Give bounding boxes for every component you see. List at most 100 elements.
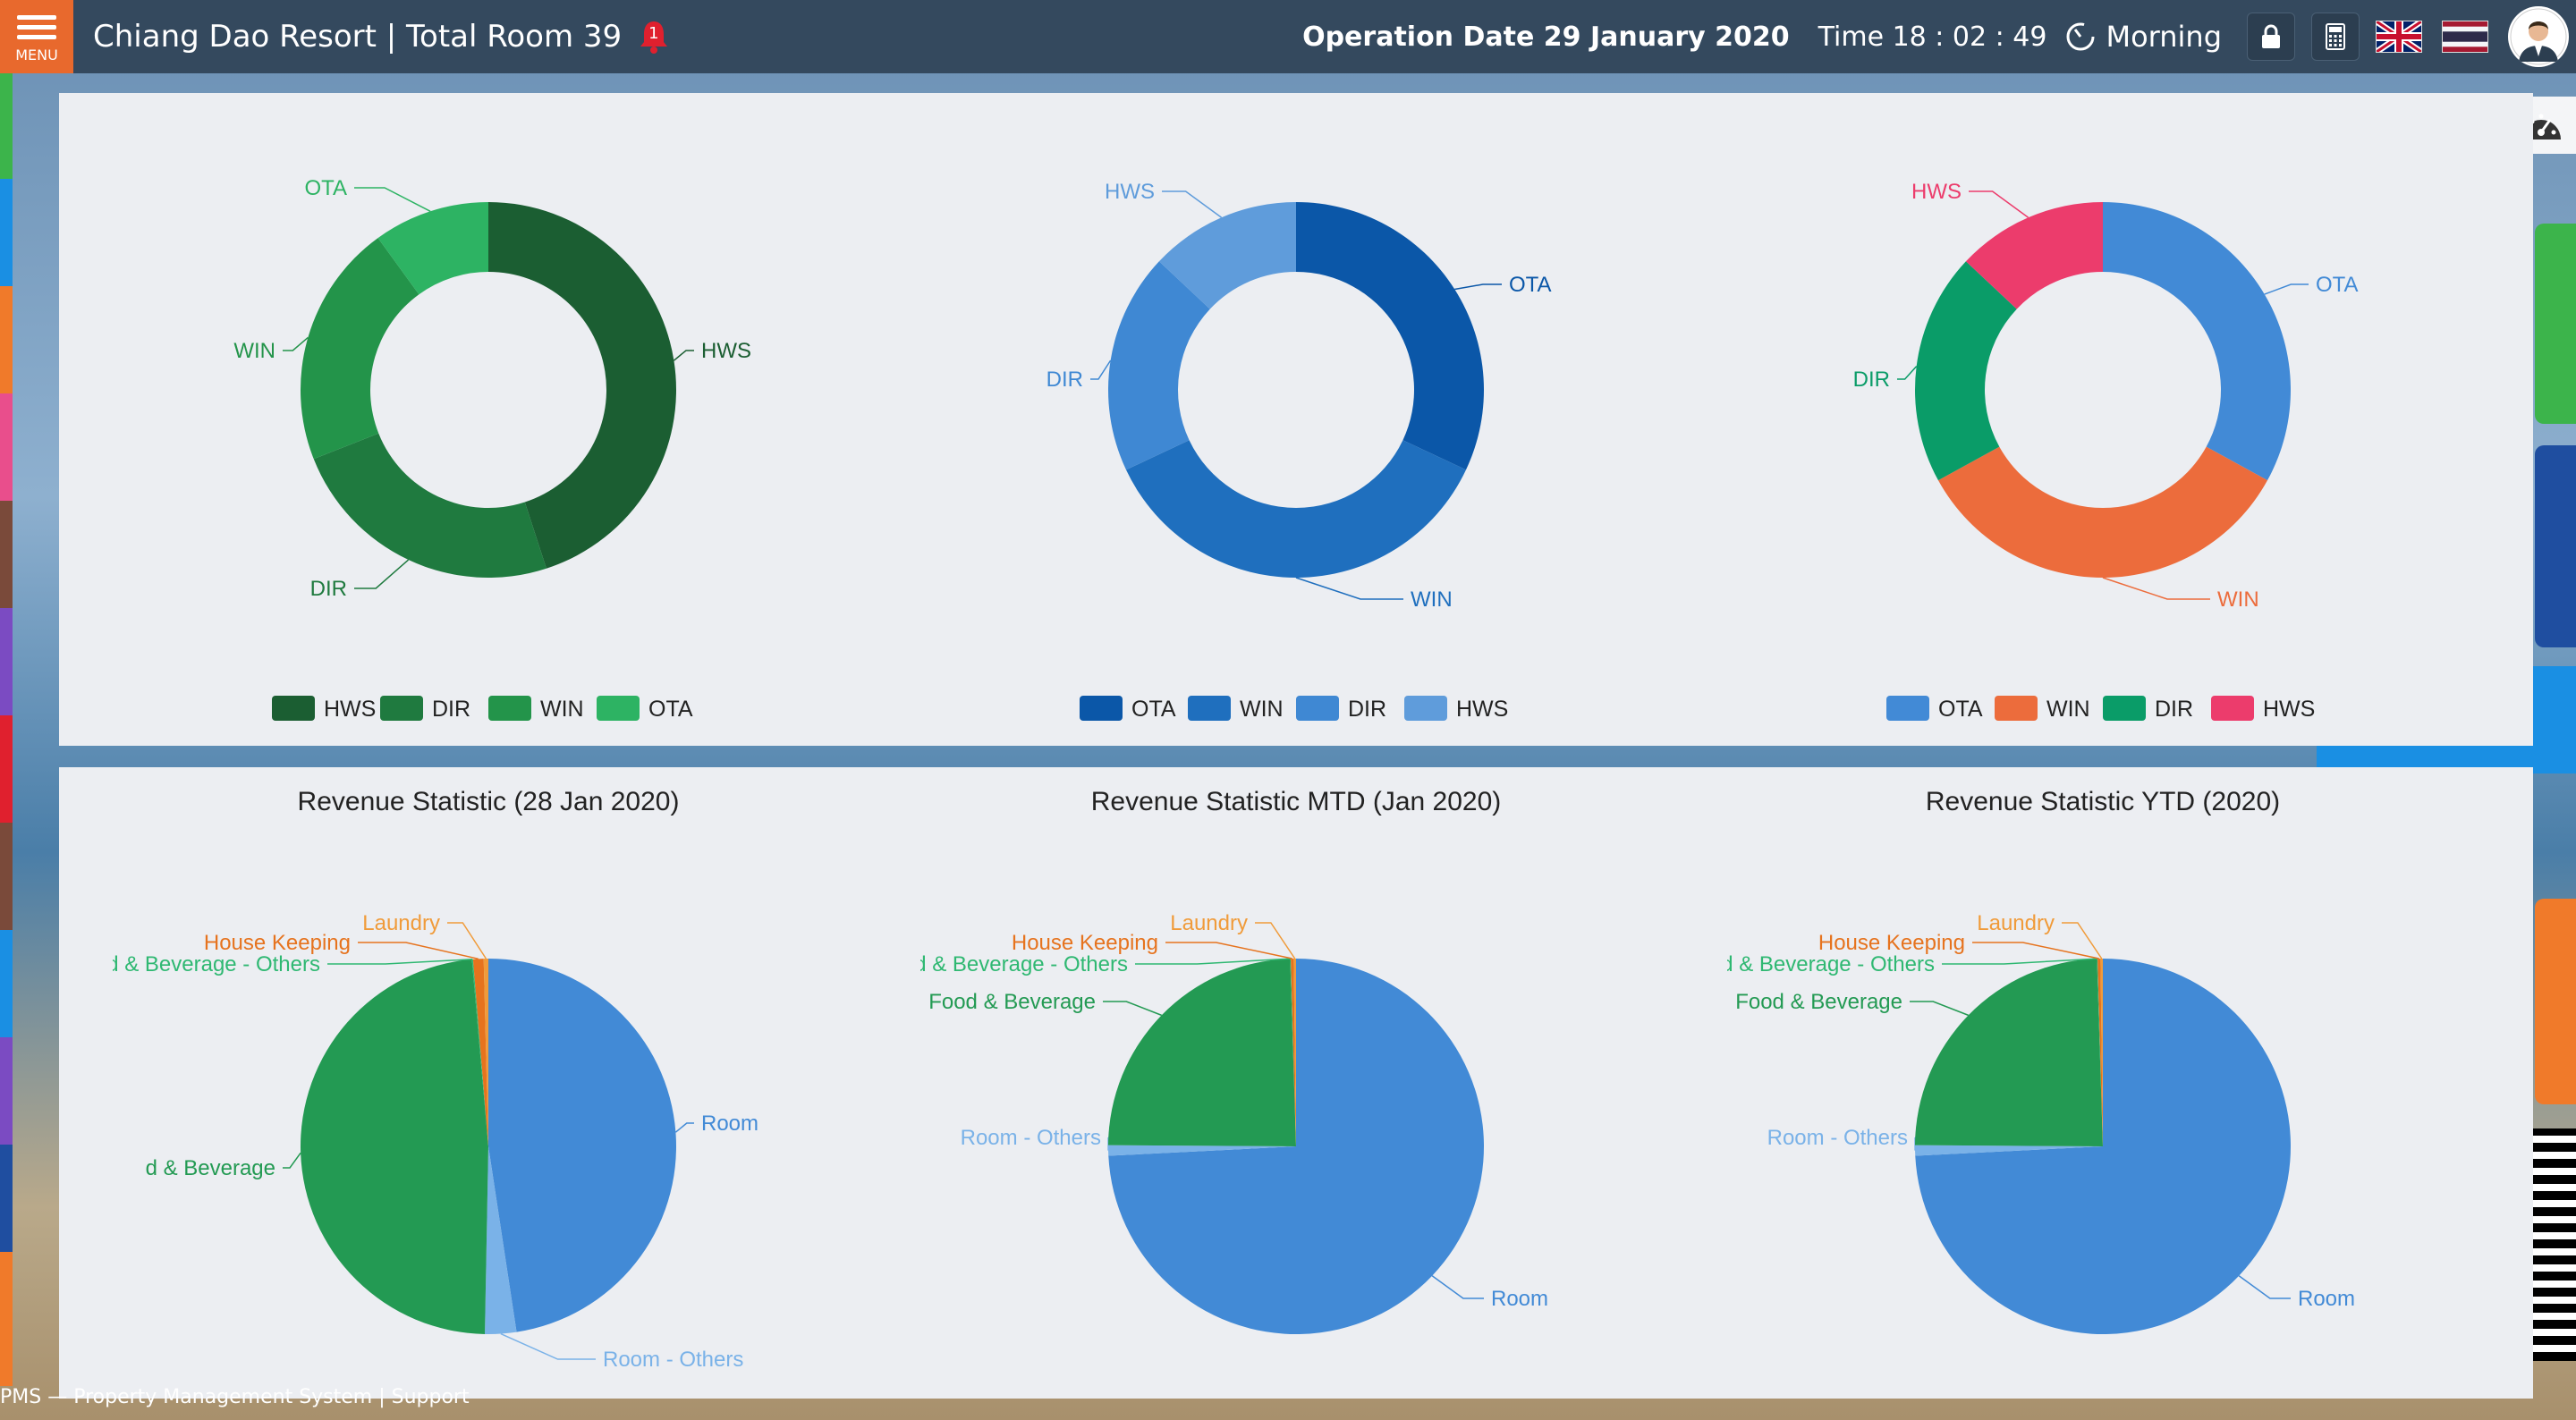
chart-2-legend-swatch-ota[interactable]: [1886, 696, 1929, 721]
chart-5-slice-food-beverage[interactable]: [1915, 959, 2103, 1146]
chart-4-slice-room[interactable]: [1108, 959, 1485, 1334]
chart-2-legend-label-win[interactable]: WIN: [2046, 697, 2090, 722]
chart-0-legend-swatch-ota[interactable]: [597, 696, 640, 721]
revenue-charts-svg: Revenue Statistic (28 Jan 2020) Room Room …: [113, 787, 2355, 1372]
chart-1-label-ota: OTA: [1509, 273, 1552, 297]
chart-2-leader-win: [2102, 577, 2210, 600]
chart-4-label-room-others: Room - Others: [961, 1126, 1101, 1150]
chart-1-slice-dir[interactable]: [1108, 261, 1210, 470]
thai-flag-button[interactable]: [2442, 21, 2488, 53]
chart-4-label-food-beverage: Food & Beverage: [928, 990, 1096, 1014]
chart-1-legend-label-dir[interactable]: DIR: [1348, 697, 1386, 722]
chart-0-slice-ota[interactable]: [377, 202, 488, 295]
channel-charts-svg: HWS DIR WIN OTA HWS DIR WIN OTA OTA WIN DIR HWS OTA W…: [233, 176, 2358, 722]
chart-2-legend-label-ota[interactable]: OTA: [1938, 697, 1983, 722]
chart-2-label-dir: DIR: [1853, 368, 1890, 392]
chart-5-slice-house-keeping[interactable]: [2097, 959, 2103, 1146]
chart-0-legend-swatch-win[interactable]: [488, 696, 531, 721]
chart-1-legend-swatch-ota[interactable]: [1080, 696, 1123, 721]
chart-1-label-hws: HWS: [1105, 180, 1155, 204]
menu-label: MENU: [15, 46, 58, 63]
chart-3-slice-food-beverage-others[interactable]: [471, 959, 488, 1146]
bell-count-badge: 1: [648, 24, 659, 43]
chart-4-slice-food-beverage[interactable]: [1108, 959, 1296, 1146]
calculator-icon: [2326, 23, 2345, 50]
chart-0-legend-label-hws[interactable]: HWS: [324, 697, 376, 722]
chart-5-slice-laundry[interactable]: [2100, 959, 2103, 1146]
chart-2-slice-hws[interactable]: [1965, 202, 2103, 309]
menu-button[interactable]: MENU: [0, 0, 73, 73]
clock-time: Time 18 : 02 : 49: [1818, 21, 2047, 53]
chart-0-slice-dir[interactable]: [313, 433, 547, 578]
menu-icon: [17, 10, 56, 45]
chart-0-legend-swatch-dir[interactable]: [380, 696, 423, 721]
chart-3-slice-laundry[interactable]: [483, 959, 488, 1146]
chart-0-legend-label-win[interactable]: WIN: [540, 697, 584, 722]
chart-3-slice-room[interactable]: [488, 959, 677, 1332]
chart-0-slice-hws[interactable]: [488, 202, 676, 569]
chart-1-legend-swatch-win[interactable]: [1188, 696, 1231, 721]
chart-2-legend-swatch-win[interactable]: [1995, 696, 2038, 721]
chart-2-slice-dir[interactable]: [1915, 261, 2017, 481]
chart-0-legend-label-ota[interactable]: OTA: [648, 697, 693, 722]
channel-charts-panel: HWS DIR WIN OTA HWS DIR WIN OTA OTA WIN DIR HWS OTA W…: [59, 93, 2533, 746]
chart-3-leader-laundry: [447, 922, 487, 959]
chart-0-slice-win[interactable]: [300, 238, 419, 460]
chart-5-label-house-keeping: House Keeping: [1818, 931, 1965, 955]
side-widget-blue[interactable]: [2535, 445, 2576, 647]
chart-1-legend-swatch-hws[interactable]: [1404, 696, 1447, 721]
chart-5-leader-laundry: [2062, 922, 2103, 959]
chart-1-slice-ota[interactable]: [1296, 202, 1484, 470]
chart-1-legend-swatch-dir[interactable]: [1296, 696, 1339, 721]
chart-0-leader-ota: [354, 187, 431, 212]
chart-3-slice-food-beverage[interactable]: [300, 959, 488, 1334]
chart-4-slice-house-keeping[interactable]: [1291, 959, 1296, 1146]
chart-2-leader-hws: [1969, 190, 2029, 218]
chart-3-slice-room-others[interactable]: [485, 1146, 517, 1334]
chart-1-slice-hws[interactable]: [1158, 202, 1296, 309]
chart-4-label-house-keeping: House Keeping: [1012, 931, 1158, 955]
chart-3-label-room-others: Room - Others: [603, 1348, 743, 1372]
chart-1-slice-win[interactable]: [1125, 440, 1467, 578]
lock-button[interactable]: [2247, 13, 2295, 61]
uk-flag-icon: [2375, 19, 2423, 55]
side-widget-orange[interactable]: [2535, 899, 2576, 1104]
clock-icon: [2066, 22, 2095, 51]
chart-5-slice-room-others[interactable]: [1915, 1145, 2103, 1156]
chart-1-label-win: WIN: [1411, 587, 1453, 612]
chart-3-leader-room-others: [500, 1332, 596, 1360]
chart-4-slice-laundry[interactable]: [1293, 959, 1296, 1146]
uk-flag-button[interactable]: [2375, 19, 2423, 55]
chart-2-leader-dir: [1897, 366, 1918, 380]
user-avatar[interactable]: [2508, 6, 2569, 67]
chart-2-leader-ota: [2264, 283, 2309, 295]
chart-4-slice-food-beverage-others[interactable]: [1290, 959, 1296, 1146]
side-widget-green[interactable]: [2535, 224, 2576, 424]
chart-1-leader-hws: [1162, 190, 1223, 218]
chart-3-slice-house-keeping[interactable]: [472, 959, 488, 1146]
calculator-button[interactable]: [2311, 13, 2360, 61]
chart-2-slice-ota[interactable]: [2103, 202, 2292, 481]
chart-0-label-ota: OTA: [304, 176, 347, 200]
chart-2-legend-swatch-hws[interactable]: [2211, 696, 2254, 721]
chart-4-slice-room-others[interactable]: [1108, 1145, 1296, 1156]
chart-2-legend-swatch-dir[interactable]: [2103, 696, 2146, 721]
chart-0-legend-swatch-hws[interactable]: [272, 696, 315, 721]
chart-2-legend-label-hws[interactable]: HWS: [2263, 697, 2315, 722]
chart-2-legend-label-dir[interactable]: DIR: [2155, 697, 2193, 722]
chart-1-legend-label-ota[interactable]: OTA: [1131, 697, 1176, 722]
chart-2-slice-win[interactable]: [1937, 446, 2268, 578]
chart-4-leader-house-keeping: [1165, 942, 1292, 959]
chart-0-legend-label-dir[interactable]: DIR: [432, 697, 470, 722]
chart-0-leader-hws: [673, 350, 694, 361]
chart-0-label-dir: DIR: [310, 577, 347, 601]
revenue-chart-0-title: Revenue Statistic (28 Jan 2020): [298, 787, 680, 816]
chart-4-leader-laundry: [1255, 922, 1296, 959]
chart-1-legend-label-hws[interactable]: HWS: [1456, 697, 1508, 722]
chart-1-legend-label-win[interactable]: WIN: [1240, 697, 1284, 722]
chart-3-label-house-keeping: House Keeping: [204, 931, 351, 955]
chart-5-slice-room[interactable]: [1915, 959, 2291, 1334]
notification-bell[interactable]: 1: [638, 19, 670, 55]
chart-5-slice-food-beverage-others[interactable]: [2097, 959, 2103, 1146]
lock-icon: [2262, 24, 2280, 48]
